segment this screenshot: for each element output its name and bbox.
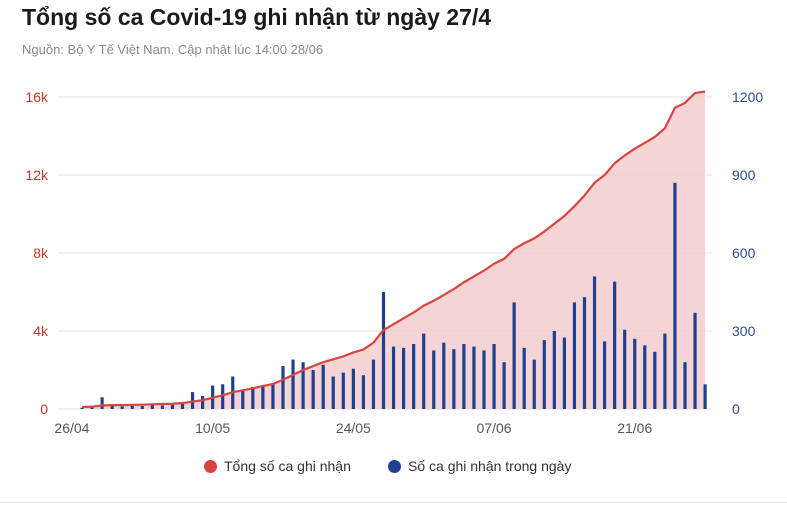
daily-cases-bar [391,346,396,409]
daily-cases-bar [221,384,225,409]
daily-cases-bar [341,372,345,409]
daily-cases-bar [170,403,175,409]
legend-daily-label: Số ca ghi nhận trong ngày [408,458,572,474]
daily-cases-bar [472,346,476,409]
left-axis-tick-label: 0 [40,401,48,417]
daily-cases-bar [331,376,335,409]
chart-canvas: 0 0 4k 300 8k 600 12k 900 16k 1200 26/04 10/05 24/05… [25,89,763,436]
daily-cases-bar [140,405,144,409]
daily-cases-bar [180,403,185,409]
daily-cases-bar [402,347,406,409]
daily-cases-bar [633,338,637,409]
daily-cases-bar [663,333,667,409]
right-axis-tick-label: 1200 [732,89,763,105]
daily-cases-bar [462,344,466,409]
daily-cases-bar [351,368,355,409]
daily-cases-bar [582,297,587,409]
daily-cases-bar [241,389,245,409]
daily-cases-bar [412,344,416,409]
daily-cases-bar [502,362,506,409]
right-axis-tick-label: 900 [732,167,756,183]
daily-cases-bar [562,337,566,409]
daily-cases-bar [311,370,315,409]
daily-cases-bar [693,312,697,409]
daily-cases-bar [613,281,617,409]
x-axis-tick-label: 24/05 [336,420,371,436]
daily-cases-bar [522,347,526,409]
daily-cases-bar [482,350,486,409]
legend-total-label: Tổng số ca ghi nhận [224,458,351,474]
daily-cases-bar [371,359,376,409]
daily-cases-bar [703,384,707,409]
x-axis-tick-label: 21/06 [617,420,652,436]
right-axis-tick-label: 300 [732,323,756,339]
daily-cases-bar [492,344,496,409]
daily-cases-bar [361,375,365,409]
legend-item-daily[interactable]: Số ca ghi nhận trong ngày [388,458,571,474]
left-axis-tick-label: 4k [33,323,49,339]
daily-cases-bar [512,302,516,409]
left-axis-tick-label: 8k [33,245,49,261]
daily-cases-bar [251,386,255,409]
legend-daily-marker [388,459,401,473]
daily-cases-bar [673,182,677,409]
left-axis-tick-label: 16k [25,89,49,105]
daily-cases-bar [572,302,577,409]
daily-cases-bar [683,362,687,409]
daily-cases-bar [130,405,134,409]
daily-cases-bar [110,405,114,409]
daily-cases-bar [452,349,456,409]
daily-cases-bar [100,397,104,409]
daily-cases-bar [552,331,556,409]
daily-cases-bar [271,383,275,409]
right-axis-tick-label: 600 [732,245,756,261]
daily-cases-bar [150,405,154,409]
daily-cases-bar [120,406,124,409]
daily-cases-bar [301,362,305,409]
x-axis-tick-label: 07/06 [477,420,512,436]
legend-item-total[interactable]: Tổng số ca ghi nhận [204,458,351,474]
daily-cases-bar [381,292,386,409]
daily-cases-bar [80,407,84,409]
total-cases-area [82,91,706,409]
legend-total-marker [204,459,217,473]
chart-legend: Tổng số ca ghi nhận Số ca ghi nhận trong… [0,458,787,478]
left-axis-tick-label: 12k [25,167,49,183]
daily-cases-bar [542,340,546,409]
bottom-divider [0,502,787,503]
daily-cases-bar [592,276,597,409]
daily-cases-bar [90,406,94,409]
x-axis-tick-label: 26/04 [54,420,89,436]
daily-cases-bar [432,350,436,409]
daily-cases-bar [623,329,627,409]
daily-cases-bar [532,359,536,409]
total-cases-line [81,90,706,409]
chart-title: Tổng số ca Covid-19 ghi nhận từ ngày 27/… [22,4,492,30]
x-axis-tick-label: 10/05 [195,420,230,436]
daily-cases-bar [422,333,426,409]
chart-source-note: Nguồn: Bộ Y Tế Việt Nam. Cập nhật lúc 14… [22,42,324,57]
right-axis-tick-label: 0 [732,401,740,417]
daily-cases-bar [201,396,205,409]
daily-cases-bar [160,405,164,409]
daily-cases-bar [281,366,285,409]
daily-cases-bar [321,364,325,409]
daily-cases-bar [261,386,265,409]
daily-cases-bar [291,359,295,409]
daily-cases-bar [653,351,657,409]
daily-cases-bar [603,341,607,409]
daily-cases-bar [442,342,446,409]
daily-cases-bar [643,345,647,409]
